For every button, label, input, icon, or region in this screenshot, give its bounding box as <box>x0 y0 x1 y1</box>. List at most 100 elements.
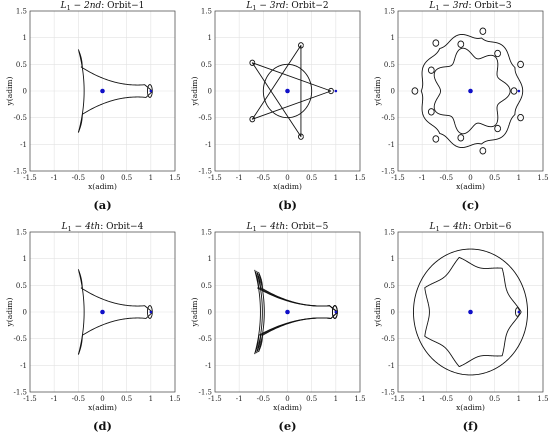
orbit-path <box>249 59 256 66</box>
title-dash: − <box>439 1 452 11</box>
orbit-path <box>457 40 465 48</box>
x-tick-label: 0 <box>285 395 289 403</box>
x-tick-label: 1.5 <box>169 395 180 403</box>
x-tick-label: 0.5 <box>121 174 132 182</box>
x-tick-label: -1.5 <box>208 395 222 403</box>
y-tick-label: 0.5 <box>384 61 395 69</box>
title-dash: − <box>257 222 270 232</box>
title-sub: 1 <box>252 4 256 12</box>
primary-body-point <box>285 88 290 94</box>
panel-caption: (e) <box>278 419 296 432</box>
x-tick-label: -0.5 <box>257 174 271 182</box>
title-sub: 1 <box>253 225 257 233</box>
y-tick-label: 1 <box>208 34 212 42</box>
y-tick-label: 0.5 <box>16 282 27 290</box>
orbit-series <box>411 27 524 155</box>
orbit-path <box>432 135 440 143</box>
x-tick-label: 1.5 <box>169 174 180 182</box>
plot-frame <box>29 10 176 172</box>
title-suffix: : Orbit−5 <box>285 222 328 232</box>
x-tick-label: -1 <box>236 174 243 182</box>
orbit-path <box>77 269 153 355</box>
x-axis-label: x(adim) <box>88 403 117 412</box>
panel-title: L1 − 3rd: Orbit−3 <box>428 1 512 12</box>
y-tick-label: 0.5 <box>16 61 27 69</box>
secondary-body-point <box>517 89 521 93</box>
orbit-series <box>77 269 153 355</box>
secondary-body-point <box>334 310 338 314</box>
orbit-path <box>262 63 313 119</box>
orbit-path <box>479 27 487 35</box>
panel-2: L1 − 3rd: Orbit−3-1.5 -1 -0.5 0 0.5 1 1.51.510… <box>373 1 549 212</box>
panel-caption: (d) <box>93 419 112 432</box>
panel-3: L1 − 4th: Orbit−4-1.5 -1 -0.5 0 0.5 1 1.51.510… <box>5 222 181 432</box>
title-dash: − <box>256 1 269 11</box>
y-tick-label: 0 <box>23 309 27 317</box>
orbit-path <box>298 42 304 49</box>
y-tick-label: 1 <box>391 255 395 263</box>
panel-0: L1 − 2nd: Orbit−1-1.5 -1 -0.5 0 0.5 1 1.51.510… <box>5 1 181 212</box>
orbit-path <box>254 269 338 354</box>
y-tick-label: -0.5 <box>199 114 213 122</box>
y-tick-label: 1.5 <box>201 8 212 16</box>
x-tick-label: -1.5 <box>208 174 222 182</box>
panel-title: L1 − 3rd: Orbit−2 <box>245 1 328 12</box>
x-tick-label: 0.5 <box>489 395 500 403</box>
orbit-path <box>427 108 435 116</box>
title-suffix: : Orbit−1 <box>101 1 144 11</box>
x-axis-label: x(adim) <box>273 403 302 412</box>
x-tick-label: 0 <box>468 395 472 403</box>
x-tick-label: -1 <box>51 174 58 182</box>
x-tick-label: 0 <box>285 174 289 182</box>
y-tick-label: -1 <box>205 141 212 149</box>
x-tick-label: 1 <box>334 395 338 403</box>
y-tick-label: -0.5 <box>199 335 213 343</box>
orbit-path <box>251 44 332 138</box>
orbit-series <box>77 49 153 133</box>
orbit-path <box>427 66 435 74</box>
x-tick-label: 1 <box>334 174 338 182</box>
x-tick-label: 0.5 <box>489 174 500 182</box>
x-axis-label: x(adim) <box>273 182 302 191</box>
title-suffix: : Orbit−6 <box>468 222 511 232</box>
y-tick-label: -1.5 <box>14 168 28 176</box>
orbit-path <box>433 47 511 135</box>
orbit-path <box>77 49 153 133</box>
y-tick-label: 0.5 <box>384 282 395 290</box>
title-order: 4th <box>452 222 468 232</box>
title-sub: 1 <box>435 4 439 12</box>
title-prefix: L <box>61 222 68 232</box>
y-tick-label: -0.5 <box>14 335 28 343</box>
y-axis-label: y(adim) <box>5 297 14 327</box>
x-tick-label: 1.5 <box>537 395 548 403</box>
y-tick-label: 0 <box>391 309 395 317</box>
y-tick-label: 0 <box>23 88 27 96</box>
title-dash: − <box>71 1 84 11</box>
orbit-path <box>517 113 524 122</box>
plot-frame <box>214 10 361 172</box>
x-tick-label: 1 <box>517 174 521 182</box>
orbit-path <box>411 87 419 95</box>
x-tick-label: 0 <box>468 174 472 182</box>
title-suffix: : Orbit−3 <box>469 1 512 11</box>
y-tick-label: -0.5 <box>14 114 28 122</box>
x-tick-label: -1 <box>419 174 426 182</box>
secondary-body-point <box>334 89 338 93</box>
title-order: 4th <box>269 222 285 232</box>
x-tick-label: -1 <box>51 395 58 403</box>
title-order: 3rd <box>453 1 469 11</box>
orbit-path <box>517 60 524 69</box>
y-tick-label: 0 <box>391 88 395 96</box>
y-tick-label: 1 <box>23 255 27 263</box>
x-tick-label: 1 <box>517 395 521 403</box>
orbit-path <box>413 248 528 376</box>
orbit-path <box>510 87 518 95</box>
y-tick-label: -1.5 <box>199 168 213 176</box>
y-tick-label: -1 <box>20 362 27 370</box>
x-tick-label: -0.5 <box>72 395 86 403</box>
x-tick-label: -1.5 <box>23 174 37 182</box>
y-axis-label: y(adim) <box>373 76 382 106</box>
title-sub: 1 <box>436 225 440 233</box>
orbit-path <box>77 270 85 355</box>
secondary-body-point <box>149 310 153 314</box>
